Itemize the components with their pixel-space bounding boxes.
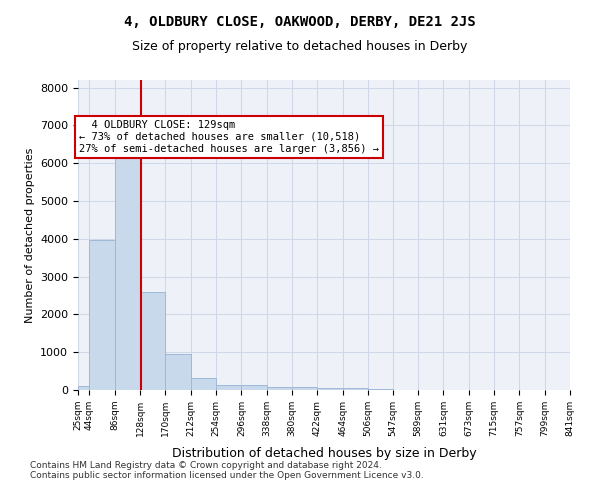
Text: Size of property relative to detached houses in Derby: Size of property relative to detached ho… — [133, 40, 467, 53]
Bar — [343, 388, 368, 390]
Bar — [292, 388, 317, 390]
Text: Contains HM Land Registry data © Crown copyright and database right 2024.
Contai: Contains HM Land Registry data © Crown c… — [30, 460, 424, 480]
X-axis label: Distribution of detached houses by size in Derby: Distribution of detached houses by size … — [172, 447, 476, 460]
Bar — [78, 386, 89, 390]
Bar — [241, 386, 267, 390]
Bar — [216, 385, 241, 390]
Text: 4 OLDBURY CLOSE: 129sqm
← 73% of detached houses are smaller (10,518)
27% of sem: 4 OLDBURY CLOSE: 129sqm ← 73% of detache… — [79, 120, 379, 154]
Bar — [115, 141, 140, 390]
Bar — [140, 292, 166, 390]
Y-axis label: Number of detached properties: Number of detached properties — [25, 148, 35, 322]
Bar — [317, 388, 343, 390]
Bar — [166, 354, 191, 390]
Text: 4, OLDBURY CLOSE, OAKWOOD, DERBY, DE21 2JS: 4, OLDBURY CLOSE, OAKWOOD, DERBY, DE21 2… — [124, 15, 476, 29]
Bar — [89, 240, 115, 390]
Bar — [368, 389, 393, 390]
Bar — [191, 378, 216, 390]
Bar — [267, 388, 292, 390]
